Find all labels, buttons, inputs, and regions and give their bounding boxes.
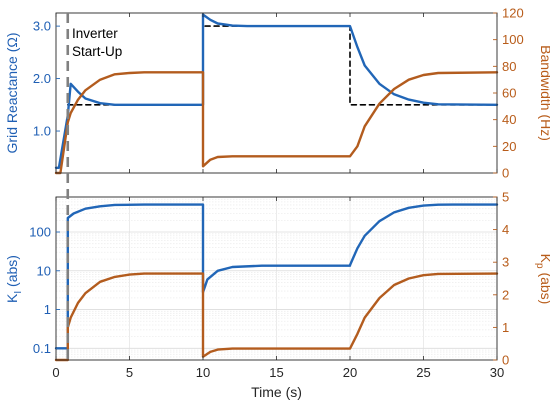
- bot-right-tick-label-3: 3: [502, 255, 509, 270]
- bottom-right-label-sub: p: [534, 263, 545, 269]
- top-right-tick-label-6: 120: [502, 6, 524, 21]
- top-series-1-left-line: [54, 13, 499, 170]
- top-annotation: Inverter Start-Up: [72, 26, 122, 59]
- top-right-tick-label-3: 60: [502, 86, 516, 101]
- top-right-tick-label-4: 80: [502, 59, 516, 74]
- bot-right-tick-label-4: 4: [502, 222, 509, 237]
- bot-right-tick-label-0: 0: [502, 353, 509, 368]
- bottom-left-ticks: 0.1 1 10 100: [29, 225, 60, 356]
- bot-right-tick-label-1: 1: [502, 320, 509, 335]
- annotation-line-2: Start-Up: [72, 44, 122, 59]
- bottom-x-ticks: 0 5 10 15 20 25 30: [52, 197, 504, 380]
- top-right-tick-label-2: 40: [502, 112, 516, 127]
- bot-series-0-left-line: [54, 203, 499, 350]
- x-tick-label-2: 10: [196, 365, 210, 380]
- annotation-line-1: Inverter: [72, 26, 118, 41]
- bottom-left-label-suffix: (abs): [4, 255, 20, 291]
- bottom-left-axis-label: KI (abs): [4, 255, 24, 303]
- bottom-right-label-k: K: [538, 254, 550, 264]
- top-right-tick-label-5: 100: [502, 32, 524, 47]
- x-tick-label-3: 15: [269, 365, 283, 380]
- bot-left-tick-label-0: 0.1: [33, 341, 51, 356]
- x-tick-label-6: 30: [490, 365, 504, 380]
- top-right-tick-label-1: 20: [502, 139, 516, 154]
- top-left-ticks: 1.0 2.0 3.0: [33, 19, 60, 139]
- top-lines: [54, 13, 499, 175]
- bot-series-1-right-line: [54, 272, 499, 362]
- bottom-lines: [54, 203, 499, 362]
- bot-left-tick-label-2: 10: [37, 263, 51, 278]
- top-plot-area: [56, 13, 497, 173]
- top-left-tick-label-2: 3.0: [33, 19, 51, 34]
- x-tick-label-4: 20: [343, 365, 357, 380]
- top-left-tick-label-1: 2.0: [33, 71, 51, 86]
- bottom-left-label-sub: I: [13, 291, 24, 294]
- top-right-ticks: 0 20 40 60 80 100 120: [493, 6, 524, 181]
- bottom-left-label-k: K: [4, 293, 20, 303]
- bot-right-tick-label-2: 2: [502, 287, 509, 302]
- bottom-right-axis-label: Kp (abs): [534, 254, 550, 305]
- top-right-tick-label-0: 0: [502, 166, 509, 181]
- top-right-axis-label: Bandwidth (Hz): [538, 45, 550, 141]
- top-left-tick-label-0: 1.0: [33, 124, 51, 139]
- x-tick-label-1: 5: [126, 365, 133, 380]
- x-tick-label-0: 0: [52, 365, 59, 380]
- bot-right-tick-label-5: 5: [502, 190, 509, 205]
- bottom-right-label-suffix: (abs): [538, 269, 550, 305]
- top-left-axis-label: Grid Reactance (Ω): [4, 33, 20, 154]
- bottom-right-ticks: 0 1 2 3 4 5: [493, 190, 509, 368]
- top-panel: Inverter Start-Up 1.0 2.0 3.0 0 20 40 60 80 100…: [4, 6, 550, 181]
- top-series-2-right-line: [54, 71, 499, 175]
- x-tick-label-5: 25: [416, 365, 430, 380]
- top-x-ticks: [55, 13, 498, 173]
- bot-left-tick-label-3: 100: [29, 225, 51, 240]
- bot-left-tick-label-1: 1: [44, 302, 51, 317]
- x-axis-label: Time (s): [251, 384, 302, 400]
